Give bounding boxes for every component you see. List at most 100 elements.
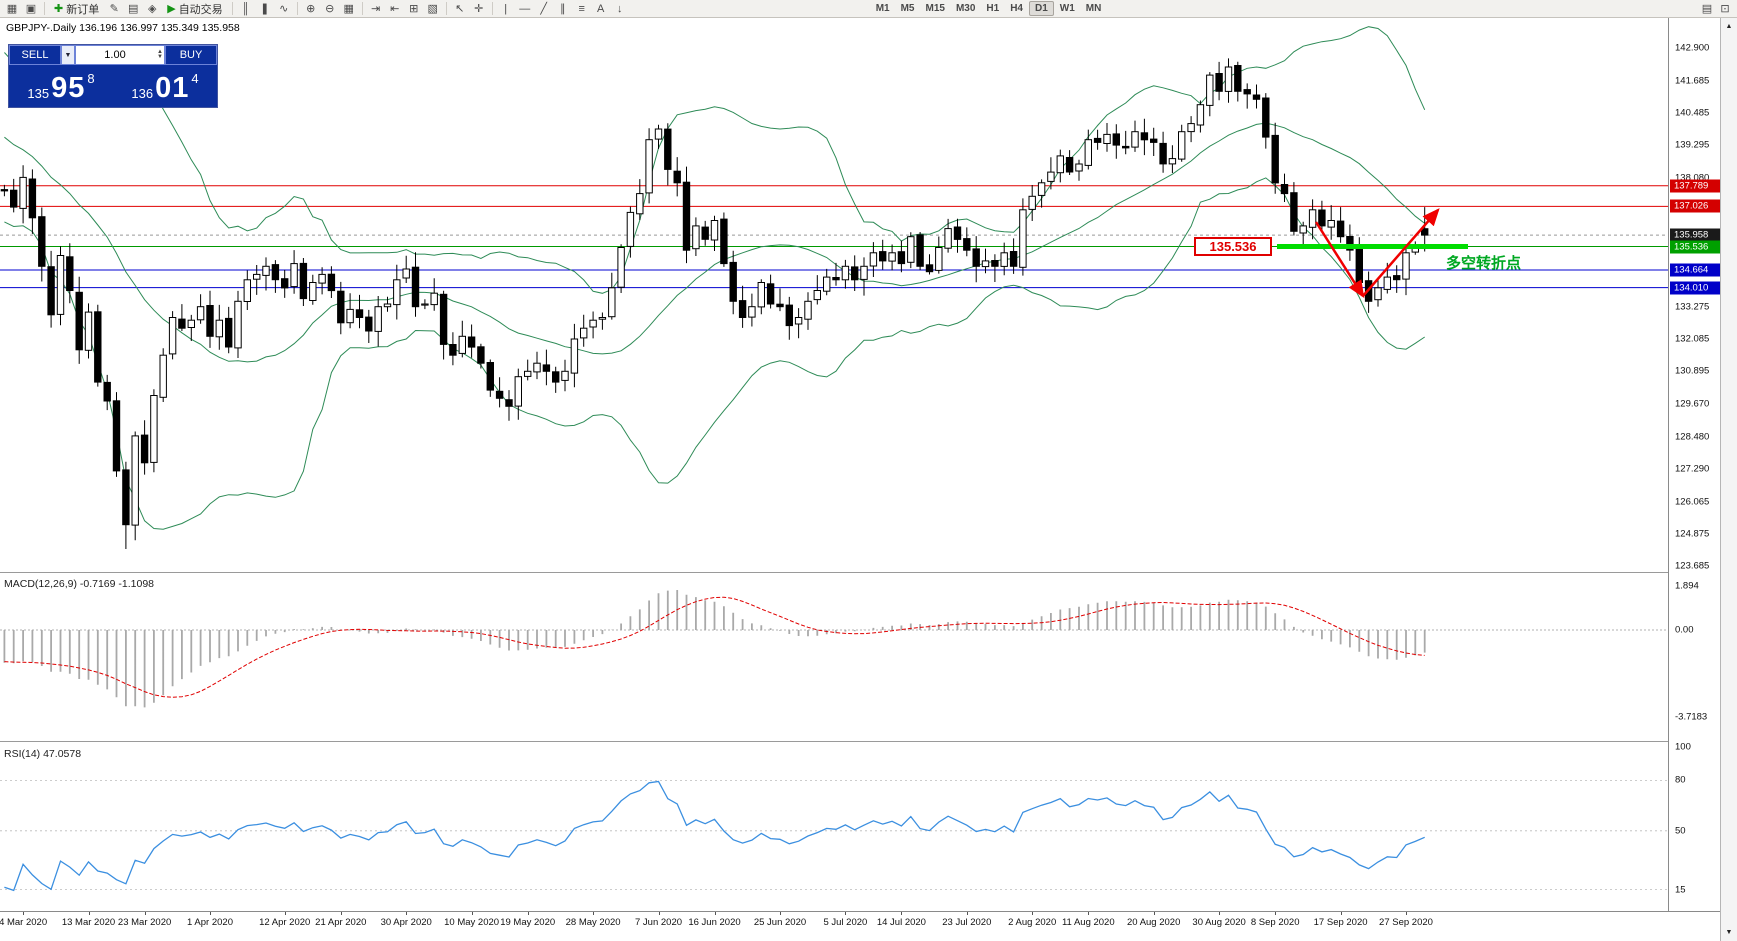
equidistant-channel-icon[interactable]: ∥	[554, 1, 572, 17]
zoom-out-icon[interactable]: ⊖	[321, 1, 339, 17]
templates-icon[interactable]: ▧	[424, 1, 442, 17]
price-axis[interactable]: 142.900 141.685 140.485 139.295 138.080 133.2…	[1668, 18, 1720, 941]
timeframe-m5-button[interactable]: M5	[900, 3, 915, 14]
timeframe-m30-button[interactable]: M30	[955, 3, 976, 14]
date-axis-label: 30 Aug 2020	[1192, 917, 1246, 928]
price-axis-label: 138.080	[1675, 172, 1710, 184]
crosshair-icon[interactable]: ✛	[470, 1, 488, 17]
volume-field[interactable]: ▲▼	[75, 45, 165, 65]
timeframe-m1-button[interactable]: M1	[875, 3, 890, 14]
trendline-icon[interactable]: ╱	[535, 1, 553, 17]
price-axis-label: 126.065	[1675, 496, 1710, 507]
date-tick	[1406, 912, 1407, 915]
price-annotation-box[interactable]: 135.536	[1194, 237, 1272, 256]
sell-button[interactable]: SELL	[9, 45, 61, 65]
toolbar-separator	[231, 2, 233, 15]
text-label-icon[interactable]: A	[592, 1, 610, 17]
date-tick	[406, 912, 408, 915]
vertical-line-icon[interactable]: |	[497, 1, 515, 17]
timeframe-mn-button[interactable]: MN	[1085, 3, 1102, 14]
toolbar-separator	[491, 2, 493, 15]
one-click-prices: 135 95 8 136 01 4	[9, 65, 217, 107]
candlestick-chart-icon[interactable]: ❚	[256, 1, 274, 17]
chart-shift-icon[interactable]: ⇤	[386, 1, 404, 17]
auto-scroll-icon-glyph: ⇥	[371, 3, 381, 15]
date-tick	[1340, 912, 1342, 915]
price-axis-label: 127.290	[1675, 463, 1710, 474]
macd-signal-line	[4, 596, 1425, 698]
date-tick	[901, 912, 903, 915]
bollinger-band	[4, 177, 1425, 530]
metaeditor-icon-glyph: ✎	[109, 3, 119, 15]
grid-icon-glyph: ▦	[343, 3, 354, 15]
date-axis-label: 23 Jul 2020	[942, 917, 992, 928]
cursor-icon[interactable]: ↖	[451, 1, 469, 17]
candlestick-chart-icon-glyph: ❚	[260, 3, 270, 15]
chart-shift-icon-glyph: ⇤	[390, 3, 400, 15]
date-tick	[845, 912, 847, 915]
date-tick	[1153, 912, 1155, 915]
indicators-icon[interactable]: ⊞	[405, 1, 423, 17]
toolbar-separator	[44, 2, 45, 15]
navigator-icon[interactable]: ◈	[143, 1, 161, 17]
auto-scroll-icon[interactable]: ⇥	[367, 1, 385, 17]
fullscreen-icon[interactable]: ⊡	[1720, 3, 1730, 15]
scrollbar-down-button[interactable]: ▼	[1725, 928, 1733, 936]
bollinger-band	[4, 26, 1426, 294]
buy-button[interactable]: BUY	[165, 45, 217, 65]
price-axis-label: 130.895	[1675, 365, 1710, 377]
templates-icon-glyph: ▧	[427, 3, 438, 15]
date-tick	[471, 912, 473, 915]
arrow-objects-icon-glyph: ↓	[616, 2, 623, 15]
date-axis-label: 30 Apr 2020	[380, 917, 432, 928]
grid-icon[interactable]: ▦	[340, 1, 358, 17]
one-click-trading-panel: SELL ▼ ▲▼ BUY 135 95 8 136 01 4	[8, 44, 218, 108]
date-tick	[144, 912, 146, 915]
zoom-in-icon[interactable]: ⊕	[302, 1, 320, 17]
new-order-button[interactable]: ✚ 新订单	[49, 1, 104, 17]
date-tick	[1088, 912, 1090, 915]
horizontal-line-icon[interactable]: ―	[516, 1, 534, 17]
fibonacci-icon[interactable]: ≡	[573, 1, 591, 17]
turning-point-annotation[interactable]: 多空转折点	[1446, 255, 1522, 272]
date-axis[interactable]: 4 Mar 2020 13 Mar 2020 23 Mar 2020 1 Apr 20…	[0, 911, 1720, 941]
timeframe-d1-button[interactable]: D1	[1029, 1, 1054, 16]
price-axis-label: 140.485	[1675, 107, 1710, 119]
volume-up-button[interactable]: ▲	[157, 49, 163, 55]
timeframe-h4-button[interactable]: H4	[1010, 3, 1023, 14]
timeframe-w1-button[interactable]: W1	[1059, 3, 1075, 14]
rsi-axis-label: 100	[1675, 741, 1691, 753]
volume-input[interactable]	[76, 46, 164, 64]
buy-price[interactable]: 136 01 4	[113, 65, 217, 107]
rsi-panel-separator[interactable]	[0, 741, 1720, 742]
buy-price-big: 01	[155, 72, 190, 105]
volume-down-button[interactable]: ▼	[157, 54, 163, 60]
line-chart-icon[interactable]: ∿	[275, 1, 293, 17]
date-axis-label: 27 Sep 2020	[1379, 917, 1433, 928]
timeframe-m15-button[interactable]: M15	[925, 3, 945, 14]
volume-spinner[interactable]: ▲ ▼	[157, 46, 163, 64]
metaeditor-icon[interactable]: ✎	[105, 1, 123, 17]
new-chart-icon[interactable]: ▦	[3, 1, 21, 17]
new-chart-icon-glyph: ▦	[6, 3, 18, 15]
scrollbar-up-button[interactable]: ▲	[1725, 22, 1733, 30]
market-watch-icon[interactable]: ▤	[124, 1, 142, 17]
price-axis-label: 128.480	[1675, 431, 1710, 442]
bar-chart-icon-glyph: ║	[241, 2, 250, 15]
bar-chart-icon[interactable]: ║	[237, 1, 255, 17]
vertical-scrollbar[interactable]: ▲ ▼	[1720, 18, 1737, 941]
price-axis-label: 141.685	[1675, 75, 1710, 87]
sell-price[interactable]: 135 95 8	[9, 65, 113, 107]
date-axis-label: 16 Jun 2020	[688, 917, 741, 928]
print-icon[interactable]: ▤	[1701, 3, 1713, 15]
price-axis-label: 139.295	[1675, 139, 1710, 151]
auto-trading-button[interactable]: ▶ 自动交易	[162, 1, 227, 17]
volume-dropdown-button[interactable]: ▼	[61, 45, 75, 65]
arrow-objects-icon[interactable]: ↓	[611, 1, 629, 17]
auto-trading-glyph: ▶	[167, 3, 176, 15]
chart-profiles-icon[interactable]: ▣	[22, 1, 40, 17]
timeframe-h1-button[interactable]: H1	[986, 3, 1000, 14]
date-axis-label: 2 Aug 2020	[1008, 917, 1057, 928]
macd-panel-separator[interactable]	[0, 572, 1720, 573]
